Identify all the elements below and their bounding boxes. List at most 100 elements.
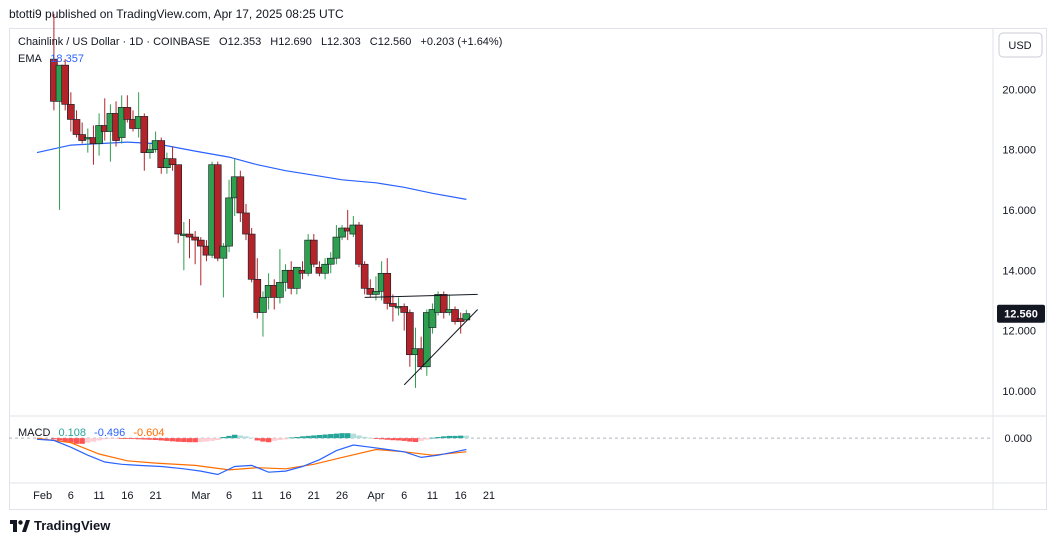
macd-histogram-bar [260, 438, 266, 442]
candle-body [383, 272, 392, 304]
macd-histogram-bar [169, 438, 176, 442]
candle-body [185, 233, 194, 238]
macd-histogram-bar [56, 438, 63, 441]
macd-histogram-bar [113, 438, 119, 439]
time-tick-label: 21 [149, 490, 161, 502]
macd-histogram-bar [294, 437, 300, 439]
last-price-value: 12.560 [1004, 309, 1038, 321]
time-tick-label: 16 [121, 490, 133, 502]
macd-histogram-bar [265, 438, 272, 443]
candle-body [247, 233, 256, 280]
time-tick-label: 21 [308, 490, 320, 502]
ohlc-change: +0.203 (+1.64%) [420, 36, 502, 48]
macd-histogram-bar [135, 438, 142, 440]
macd-histogram-bar [299, 436, 306, 439]
time-tick-label: 6 [68, 490, 74, 502]
time-tick-label: 6 [226, 490, 232, 502]
macd-histogram-bar [96, 438, 102, 441]
symbol-title: Chainlink / US Dollar · 1D · COINBASE [18, 36, 210, 48]
macd-histogram-bar [141, 438, 147, 440]
candle-body [406, 312, 414, 356]
macd-histogram-bar [345, 433, 351, 439]
macd-histogram-bar [339, 433, 345, 439]
macd-histogram-bar [192, 438, 198, 443]
macd-tick-label: 0.000 [1004, 433, 1032, 445]
time-tick-label: 21 [483, 490, 495, 502]
candle-body [67, 104, 75, 120]
macd-histogram-bar [248, 437, 255, 439]
macd-histogram-bar [401, 438, 407, 441]
candle-body [72, 119, 81, 135]
macd-histogram-bar [220, 437, 227, 439]
time-tick-label: 11 [93, 490, 104, 502]
macd-histogram-bar [384, 438, 390, 440]
candle-body [355, 224, 363, 265]
candle-body [191, 236, 199, 241]
time-tick-label: Apr [367, 490, 384, 502]
candle-body [157, 140, 166, 169]
macd-histogram-bar [175, 438, 181, 442]
macd-histogram-bar [378, 438, 385, 440]
macd-histogram-bar [243, 436, 249, 439]
macd-line-value: -0.496 [94, 427, 125, 439]
candle-body [123, 107, 132, 120]
macd-histogram-bar [356, 435, 362, 439]
macd-histogram-bar [62, 438, 68, 442]
macd-histogram-bar [322, 434, 328, 439]
macd-signal-value: -0.604 [133, 427, 164, 439]
candle-body [293, 266, 301, 289]
trendline-rising-support [403, 309, 479, 386]
candle-body [219, 245, 228, 259]
footer-brand-label: TradingView [34, 518, 111, 533]
price-tick-label: 10.000 [1002, 386, 1036, 398]
macd-layer: 0.000 [9, 433, 1032, 476]
macd-histogram-bar [441, 436, 447, 439]
macd-histogram-bar [452, 435, 458, 439]
time-tick-label: 6 [401, 490, 407, 502]
price-tick-label: 18.000 [1002, 145, 1036, 157]
currency-button[interactable] [998, 32, 1043, 58]
macd-histogram-bar [311, 435, 317, 439]
candle-body [309, 239, 318, 265]
candle-body [372, 291, 380, 295]
macd-histogram-bar [316, 434, 323, 439]
candle-body [259, 297, 267, 313]
macd-histogram-bar [198, 438, 204, 443]
time-tick-label: 11 [427, 490, 438, 502]
macd-histogram-bar [124, 438, 131, 439]
time-axis: Feb 6 11 16 21 Mar 6 11 16 21 26 Apr 6 11 16 21 [33, 490, 495, 502]
macd-histogram-bar [186, 438, 193, 443]
macd-histogram-bar [367, 437, 373, 439]
price-tick-label: 20.000 [1002, 84, 1036, 96]
candle-body [276, 282, 284, 298]
macd-histogram-bar [90, 438, 97, 442]
time-tick-label: 16 [455, 490, 467, 502]
candle-body [451, 309, 459, 322]
macd-line [36, 438, 467, 476]
macd-histogram-bar [158, 438, 164, 441]
macd-legend: MACD 0.108 -0.496 -0.604 [18, 427, 165, 439]
macd-histogram-bar [350, 433, 357, 439]
macd-histogram-bar [152, 438, 159, 440]
publisher-byline: btotti9 published on TradingView.com, Ap… [9, 7, 344, 21]
candle-body [225, 197, 233, 247]
ema-layer [36, 141, 467, 200]
candle-body [168, 158, 177, 165]
macd-histogram-bar [147, 438, 153, 440]
trendline-layer [364, 293, 479, 386]
macd-histogram-bar [232, 434, 238, 439]
candle-body [61, 64, 70, 105]
candle-body [400, 306, 409, 313]
trendline-resistance [364, 293, 478, 298]
macd-histogram-bar [209, 438, 215, 441]
candle-layer [50, 13, 471, 388]
candle-body [213, 164, 222, 259]
macd-histogram-bar [373, 438, 379, 439]
candle-body [174, 164, 182, 235]
macd-histogram-bar [181, 438, 187, 443]
candle-body [236, 176, 245, 214]
macd-histogram-bar [418, 438, 424, 441]
macd-histogram-bar [328, 434, 334, 439]
ema-line [36, 141, 467, 200]
